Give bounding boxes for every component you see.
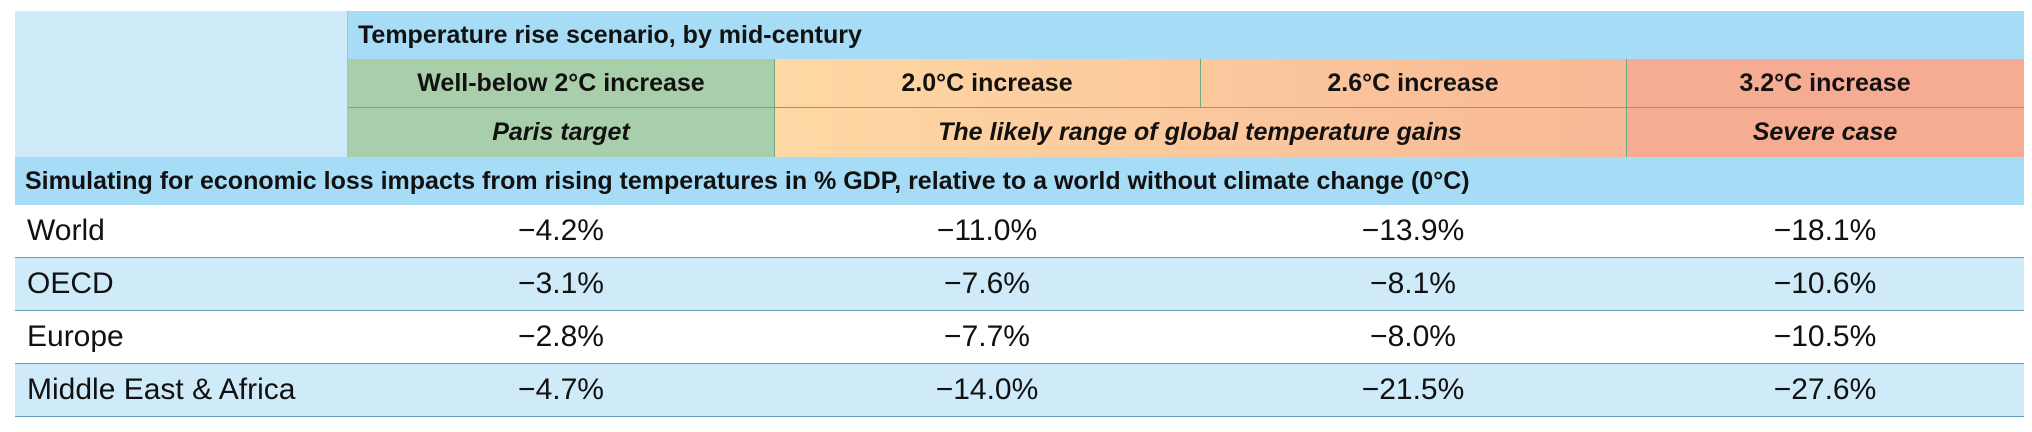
group-label-paris: Paris target — [348, 108, 774, 157]
section-title: Simulating for economic loss impacts fro… — [15, 157, 2024, 205]
empty-corner-cell — [15, 11, 348, 157]
table-row: Europe −2.8% −7.7% −8.0% −10.5% — [15, 311, 2024, 364]
group-label-likely-range: The likely range of global temperature g… — [774, 108, 1626, 157]
region-label: Middle East & Africa — [27, 373, 296, 406]
value-cell: −18.1% — [1773, 214, 1877, 247]
scenario-header-3: 2.6°C increase — [1200, 59, 1626, 108]
divider-line — [1200, 59, 1201, 108]
region-label: World — [27, 214, 105, 247]
value-cell: −27.6% — [1773, 373, 1877, 406]
value-cell: −7.7% — [944, 320, 1030, 353]
divider-line — [774, 59, 775, 157]
scenario-header-2: 2.0°C increase — [774, 59, 1200, 108]
scenario-header-1: Well-below 2°C increase — [348, 59, 774, 108]
scenario-header-title: Temperature rise scenario, by mid-centur… — [348, 11, 2024, 59]
table-row: Middle East & Africa −4.7% −14.0% −21.5%… — [15, 364, 2024, 417]
value-cell: −14.0% — [935, 373, 1039, 406]
value-cell: −13.9% — [1361, 214, 1465, 247]
divider-line — [1626, 59, 1627, 157]
group-label-severe: Severe case — [1626, 108, 2024, 157]
value-cell: −10.5% — [1773, 320, 1877, 353]
value-cell: −4.2% — [518, 214, 604, 247]
value-cell: −3.1% — [518, 267, 604, 300]
region-label: OECD — [27, 267, 114, 300]
value-cell: −8.0% — [1370, 320, 1456, 353]
value-cell: −10.6% — [1773, 267, 1877, 300]
region-label: Europe — [27, 320, 124, 353]
value-cell: −7.6% — [944, 267, 1030, 300]
table-row: World −4.2% −11.0% −13.9% −18.1% — [15, 205, 2024, 258]
value-cell: −11.0% — [936, 214, 1038, 247]
value-cell: −4.7% — [518, 373, 604, 406]
value-cell: −21.5% — [1361, 373, 1465, 406]
value-cell: −2.8% — [518, 320, 604, 353]
table-row: OECD −3.1% −7.6% −8.1% −10.6% — [15, 258, 2024, 311]
value-cell: −8.1% — [1370, 267, 1456, 300]
scenario-header-4: 3.2°C increase — [1626, 59, 2024, 108]
